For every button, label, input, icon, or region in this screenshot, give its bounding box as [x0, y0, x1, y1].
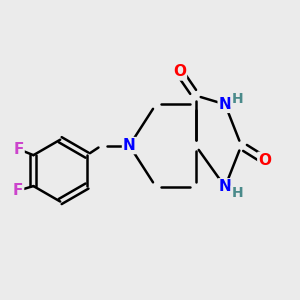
Text: H: H — [232, 186, 243, 200]
Text: N: N — [219, 179, 232, 194]
Text: F: F — [13, 142, 24, 157]
Text: O: O — [258, 153, 271, 168]
Text: F: F — [13, 183, 23, 198]
Text: N: N — [123, 138, 136, 153]
Text: O: O — [173, 64, 186, 80]
Text: H: H — [232, 92, 243, 106]
Text: N: N — [219, 97, 232, 112]
